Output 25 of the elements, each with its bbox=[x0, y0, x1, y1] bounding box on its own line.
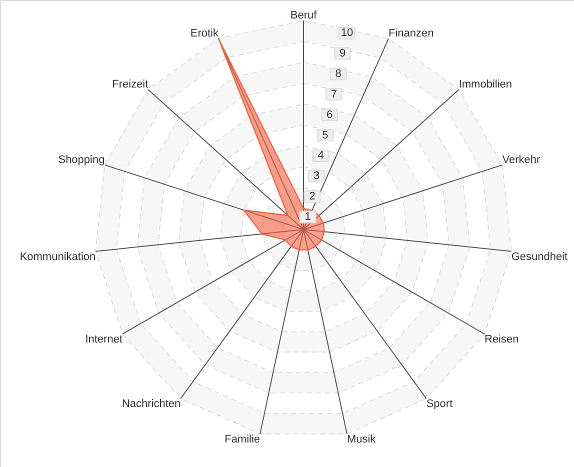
y-tick-label: 3 bbox=[313, 170, 320, 182]
spoke-label: Sport bbox=[426, 398, 453, 410]
y-tick-label: 5 bbox=[322, 129, 328, 142]
y-tick-label: 4 bbox=[318, 150, 324, 162]
spoke-label: Musik bbox=[346, 433, 376, 446]
spoke-label: Reisen bbox=[484, 334, 519, 346]
spoke-label: Erotik bbox=[190, 28, 219, 40]
y-tick-label: 2 bbox=[309, 190, 316, 203]
y-tick-label: 1 bbox=[304, 211, 311, 224]
spoke-label: Immobilien bbox=[458, 78, 512, 91]
y-tick-label: 9 bbox=[340, 48, 346, 60]
spoke-label: Nachrichten bbox=[122, 398, 181, 410]
spoke-label: Familie bbox=[224, 433, 260, 446]
spoke-label: Gesundheit bbox=[511, 250, 568, 263]
spoke-label: Finanzen bbox=[388, 28, 434, 40]
spoke-label: Shopping bbox=[58, 154, 105, 166]
y-tick-label: 8 bbox=[335, 68, 342, 80]
spoke-label: Internet bbox=[85, 334, 122, 346]
y-tick-label: 6 bbox=[326, 108, 333, 121]
spoke-label: Verkehr bbox=[502, 154, 541, 166]
spoke-label: Freizeit bbox=[112, 78, 148, 91]
spoke-label: Beruf bbox=[290, 10, 318, 22]
y-tick-label: 7 bbox=[330, 88, 337, 100]
spoke-label: Kommunikation bbox=[20, 250, 96, 263]
y-tick-label: 10 bbox=[340, 27, 354, 40]
